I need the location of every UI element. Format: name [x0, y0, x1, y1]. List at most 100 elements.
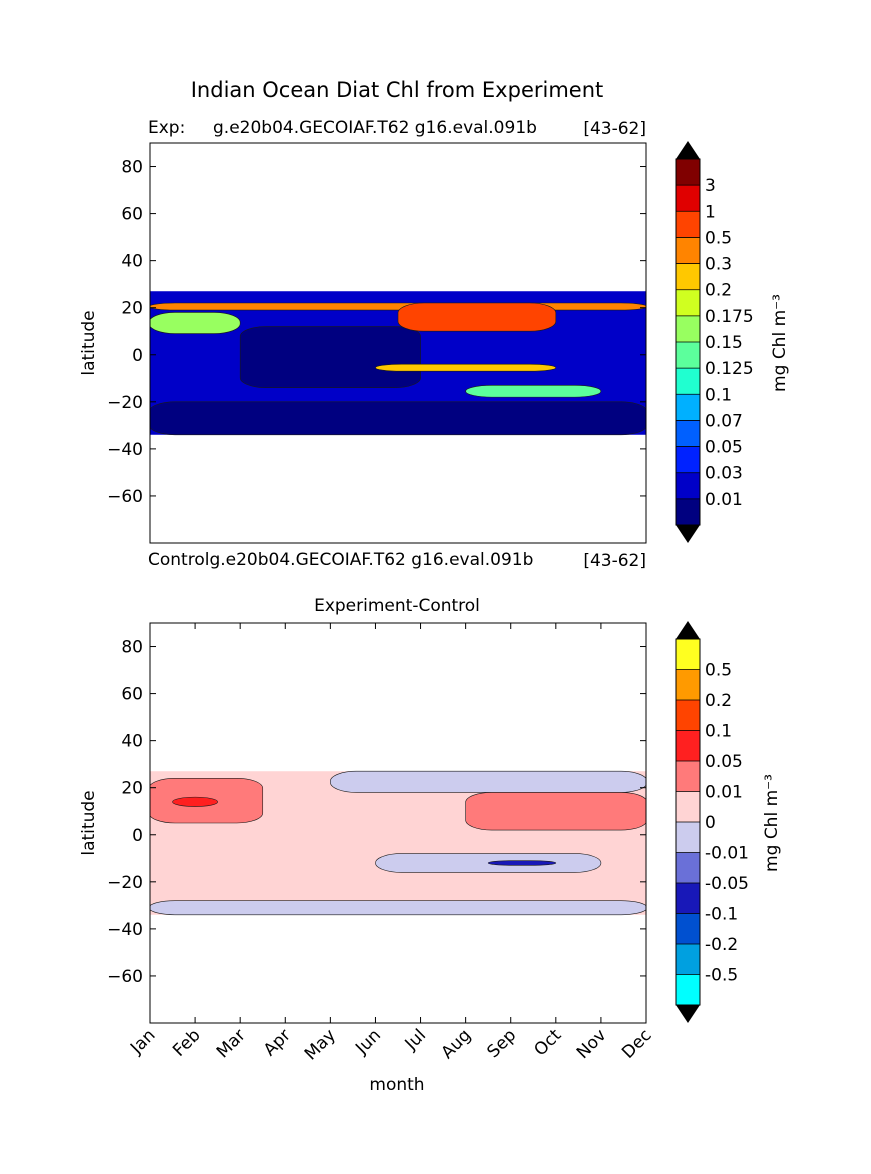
- top-right-label: [43-62]: [583, 119, 646, 139]
- colorbar-tick-label: 0: [705, 813, 716, 833]
- colorbar-tick-label: 0.05: [705, 752, 743, 772]
- y-tick-label: −40: [107, 920, 143, 940]
- bottom-colorbar-label: mg Chl m⁻³: [762, 774, 782, 872]
- colorbar-swatch: [676, 791, 700, 822]
- colorbar-swatch: [676, 852, 700, 883]
- y-tick-label: 40: [121, 252, 143, 272]
- y-tick-label: 0: [132, 826, 143, 846]
- bottom-colorbar: -0.5 -0.2 -0.1 -0.05 -0.01 0 0.01 0.05 0.1 0.2 0.5: [675, 621, 749, 1023]
- colorbar-swatch: [676, 761, 700, 792]
- field-region: [375, 363, 557, 372]
- top-panel: Exp: g.e20b04.GECOIAF.T62 g16.eval.091b …: [79, 118, 790, 571]
- colorbar-tick-label: 0.07: [705, 411, 743, 431]
- colorbar-swatch: [676, 944, 700, 975]
- y-tick-label: 20: [121, 299, 143, 319]
- colorbar-tick-label: 0.1: [705, 385, 732, 405]
- colorbar-tick-label: 0.2: [705, 281, 732, 301]
- colorbar-tick-label: 0.2: [705, 691, 732, 711]
- colorbar-tick-label: -0.2: [705, 935, 738, 955]
- colorbar-tick-label: -0.05: [705, 874, 749, 894]
- y-tick-label: 60: [121, 685, 143, 705]
- colorbar-tick-label: 3: [705, 176, 716, 196]
- x-tick-label: May: [301, 1025, 340, 1064]
- colorbar-swatch: [676, 420, 700, 447]
- x-tick-label: Jul: [401, 1025, 430, 1054]
- bottom-plot-frame: [149, 622, 647, 1024]
- top-colorbar-label: mg Chl m⁻³: [770, 294, 790, 392]
- y-tick-label: 80: [121, 158, 143, 178]
- colorbar-tick-label: 0.5: [705, 228, 732, 248]
- colorbar-swatch: [676, 446, 700, 473]
- colorbar-swatch: [676, 211, 700, 238]
- y-tick-label: −20: [107, 393, 143, 413]
- colorbar-tick-label: 0.01: [705, 783, 743, 803]
- colorbar-tick-label: -0.1: [705, 905, 738, 925]
- colorbar-tick-label: 0.03: [705, 464, 743, 484]
- colorbar-swatch: [676, 394, 700, 421]
- top-plot-frame: [149, 142, 647, 544]
- top-field: [150, 291, 646, 436]
- colorbar-swatch: [676, 368, 700, 395]
- top-bottom-note: Controlg.e20b04.GECOIAF.T62 g16.eval.091…: [148, 550, 533, 570]
- colorbar-tick-label: 0.5: [705, 661, 732, 681]
- colorbar-tick-label: 1: [705, 202, 716, 222]
- colorbar-swatch: [676, 342, 700, 369]
- bottom-panel: Experiment-Control 80 60 40 20 0 −20 −40 −60 Ja…: [79, 596, 782, 1095]
- colorbar-swatch: [676, 822, 700, 853]
- x-tick-label: Nov: [573, 1025, 611, 1063]
- colorbar-max-arrow: [676, 141, 700, 159]
- bottom-title: Experiment-Control: [314, 596, 480, 616]
- top-left-label: Exp:: [148, 118, 185, 138]
- colorbar-max-arrow: [676, 621, 700, 639]
- x-tick-label: Mar: [213, 1025, 250, 1062]
- colorbar-tick-label: -0.5: [705, 966, 738, 986]
- colorbar-swatch: [676, 639, 700, 670]
- colorbar-swatch: [676, 185, 700, 212]
- colorbar-swatch: [676, 700, 700, 731]
- y-tick-label: −40: [107, 440, 143, 460]
- colorbar-tick-label: 0.15: [705, 333, 743, 353]
- field-region: [330, 770, 646, 793]
- colorbar-swatch: [676, 159, 700, 186]
- field-region: [239, 326, 421, 389]
- colorbar-tick-label: 0.125: [705, 359, 754, 379]
- bottom-y-axis: 80 60 40 20 0 −20 −40 −60: [107, 638, 646, 987]
- y-tick-label: 80: [121, 638, 143, 658]
- top-y-axis: 80 60 40 20 0 −20 −40 −60: [107, 158, 646, 507]
- colorbar-swatch: [676, 237, 700, 264]
- y-tick-label: −60: [107, 967, 143, 987]
- colorbar-min-arrow: [676, 525, 700, 543]
- y-tick-label: 40: [121, 732, 143, 752]
- bottom-ylabel: latitude: [79, 790, 99, 855]
- colorbar-swatch: [676, 315, 700, 342]
- bottom-xlabel: month: [369, 1075, 424, 1095]
- figure-title: Indian Ocean Diat Chl from Experiment: [191, 78, 604, 102]
- x-tick-label: Apr: [260, 1025, 295, 1060]
- top-ylabel: latitude: [79, 310, 99, 375]
- top-colorbar: 0.01 0.03 0.05 0.07 0.1 0.125 0.15 0.175 0.2 0.3 0…: [675, 141, 754, 543]
- colorbar-swatch: [676, 472, 700, 499]
- field-region: [397, 302, 557, 332]
- field-region: [150, 401, 646, 436]
- x-tick-label: Oct: [530, 1025, 565, 1060]
- x-tick-label: Jan: [126, 1025, 159, 1058]
- x-tick-label: Feb: [169, 1025, 204, 1060]
- field-region: [487, 860, 557, 866]
- x-tick-label: Sep: [483, 1025, 520, 1062]
- colorbar-tick-label: -0.01: [705, 844, 749, 864]
- colorbar-tick-label: 0.01: [705, 490, 743, 510]
- field-region: [465, 792, 646, 831]
- top-bottom-note-right: [43-62]: [583, 551, 646, 571]
- y-tick-label: 60: [121, 205, 143, 225]
- top-title: g.e20b04.GECOIAF.T62 g16.eval.091b: [213, 118, 537, 138]
- colorbar-swatch: [676, 730, 700, 761]
- colorbar-swatch: [676, 913, 700, 944]
- field-region: [150, 302, 646, 311]
- colorbar-swatch: [676, 263, 700, 290]
- field-region: [150, 900, 646, 916]
- x-tick-label: Aug: [438, 1025, 476, 1063]
- x-tick-label: Dec: [618, 1025, 655, 1062]
- colorbar-swatch: [676, 974, 700, 1005]
- colorbar-tick-label: 0.05: [705, 438, 743, 458]
